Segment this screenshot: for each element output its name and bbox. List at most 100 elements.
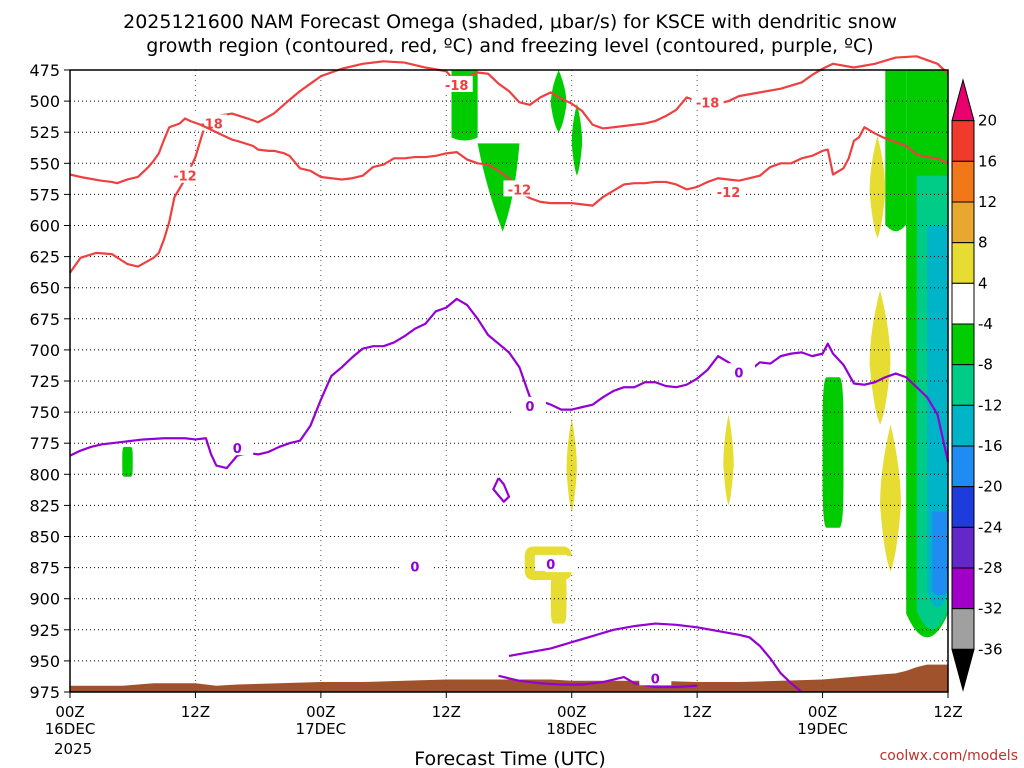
y-tick-label-500: 500: [29, 92, 60, 111]
colorbar-label-1: 16: [978, 152, 997, 170]
y-tick-label-775: 775: [29, 434, 60, 453]
contour-minus18-label-bg-1: [440, 75, 473, 92]
contour-minus12-label-1: -12: [508, 183, 532, 198]
y-tick-label-975: 975: [29, 683, 60, 702]
contour-minus12-label-bg-2: [712, 182, 745, 199]
colorbar-bin-10: [951, 486, 975, 528]
y-tick-label-875: 875: [29, 559, 60, 578]
contour-freezing_main-label-0: 0: [233, 442, 242, 457]
x-tick-label-2: 00Z: [306, 703, 335, 721]
x-tick-date-2: 17DEC: [296, 720, 347, 738]
colorbar-bin-0: [951, 78, 975, 122]
chart-title-line2: growth region (contoured, red, ºC) and f…: [146, 35, 873, 57]
x-tick-year-0: 2025: [54, 740, 92, 758]
x-tick-date-0: 16DEC: [45, 720, 96, 738]
y-tick-label-900: 900: [29, 590, 60, 609]
y-tick-label-950: 950: [29, 652, 60, 671]
y-tick-label-800: 800: [29, 465, 60, 484]
colorbar: 20 16 12 8 4 -4 -8 -12 -16 -20 -24 -28 -32 -36: [951, 78, 1003, 692]
contour-minus12-label-0: -12: [173, 170, 197, 185]
omega-region-6: [885, 70, 907, 232]
contour-freezing_main-label-bg-2: [722, 363, 755, 380]
chart-title-line1: 2025121600 NAM Forecast Omega (shaded, μ…: [123, 11, 897, 33]
colorbar-bin-12: [951, 567, 975, 610]
contour-freezing_main-label-bg-1: [513, 396, 546, 413]
contour-freezing_lower-label-1: 0: [546, 558, 555, 573]
y-tick-label-625: 625: [29, 248, 60, 267]
contour-freezing_main-label-1: 0: [525, 400, 534, 415]
colorbar-label-8: -16: [978, 437, 1003, 455]
colorbar-label-12: -32: [978, 600, 1003, 618]
terrain-profile: [70, 664, 948, 692]
x-tick-label-7: 12Z: [933, 703, 962, 721]
x-tick-label-5: 12Z: [682, 703, 711, 721]
colorbar-bin-13: [951, 608, 975, 650]
omega-region-15: [869, 135, 886, 238]
y-tick-label-925: 925: [29, 621, 60, 640]
colorbar-bin-2: [951, 160, 975, 203]
x-tick-date-6: 19DEC: [797, 720, 848, 738]
omega-region-14: [723, 414, 734, 506]
contour-freezing_small: [492, 477, 511, 503]
contour-minus18-label-0: -18: [199, 117, 223, 132]
colorbar-label-7: -12: [978, 396, 1003, 414]
x-tick-label-4: 00Z: [557, 703, 586, 721]
colorbar-bin-9: [951, 445, 975, 488]
colorbar-label-4: 4: [978, 274, 988, 292]
x-axis-label: Forecast Time (UTC): [414, 748, 605, 768]
terrain-fill: [70, 664, 948, 692]
contour-freezing_main-label-2: 0: [734, 366, 743, 381]
colorbar-label-11: -28: [978, 559, 1003, 577]
colorbar-bin-3: [951, 201, 975, 244]
x-tick-label-1: 12Z: [181, 703, 210, 721]
contour-minus12: [69, 117, 949, 207]
contour-lines: -18-18-18-12-12-120000000: [69, 55, 950, 693]
x-tick-label-0: 00Z: [55, 703, 84, 721]
colorbar-bin-4: [951, 242, 975, 284]
contour-freezing_lower-label-0: 0: [410, 560, 419, 575]
colorbar-label-3: 8: [978, 234, 988, 252]
y-tick-label-600: 600: [29, 217, 60, 236]
contour-freezing_lower-label-bg-1: [534, 554, 567, 571]
y-axis: 475 500 525 550 575 600 625 650 675 700 725 750 775 8…: [29, 61, 70, 702]
y-tick-label-575: 575: [29, 185, 60, 204]
colorbar-bin-14: [951, 648, 975, 692]
contour-freezing_loop: [508, 622, 803, 693]
colorbar-label-5: -4: [978, 315, 993, 333]
contour-freezing_main: [69, 297, 950, 470]
omega-region-17: [880, 424, 901, 572]
x-tick-date-4: 18DEC: [546, 720, 597, 738]
omega-region-5: [822, 377, 844, 528]
omega-region-16: [869, 290, 891, 425]
colorbar-bin-8: [951, 404, 975, 447]
contour-minus12-label-2: -12: [717, 186, 741, 201]
colorbar-bin-5: [951, 282, 975, 325]
omega-region-3: [571, 103, 583, 176]
y-tick-label-825: 825: [29, 496, 60, 515]
contour-freezing_lower-label-bg-2: [639, 669, 672, 686]
omega-region-11: [566, 418, 577, 512]
y-tick-label-675: 675: [29, 310, 60, 329]
contour-minus12-label-bg-0: [168, 166, 201, 183]
colorbar-label-9: -20: [978, 478, 1003, 496]
x-tick-label-3: 12Z: [432, 703, 461, 721]
omega-region-10: [932, 511, 948, 596]
y-tick-label-550: 550: [29, 154, 60, 173]
contour-freezing_lower-label-bg-0: [398, 557, 431, 574]
colorbar-bin-6: [951, 323, 975, 366]
colorbar-label-10: -24: [978, 518, 1003, 536]
colorbar-bin-1: [951, 120, 975, 162]
colorbar-label-2: 12: [978, 193, 997, 211]
y-tick-label-725: 725: [29, 372, 60, 391]
y-tick-label-700: 700: [29, 341, 60, 360]
colorbar-bin-11: [951, 526, 975, 569]
omega-shading: [122, 70, 948, 638]
colorbar-label-0: 20: [978, 112, 997, 130]
y-tick-label-525: 525: [29, 123, 60, 142]
credit-text: coolwx.com/models: [880, 748, 1018, 764]
y-tick-label-650: 650: [29, 279, 60, 298]
colorbar-label-6: -8: [978, 356, 993, 374]
plot-grid: [70, 70, 948, 692]
